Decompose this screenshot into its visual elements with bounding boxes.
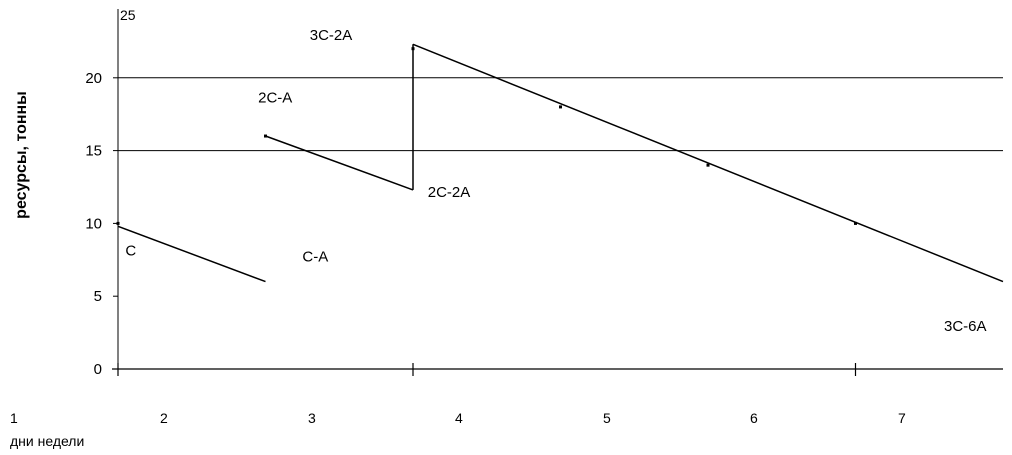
y-tick-label: 20 — [85, 70, 102, 87]
y-tick-label: 15 — [85, 143, 102, 160]
line-segment — [265, 135, 414, 191]
axes — [112, 9, 1003, 371]
y-tick-label: 5 — [94, 288, 102, 305]
annotation-label: 3C-2A — [310, 27, 353, 44]
data-markers — [116, 47, 857, 225]
x-tick-label: 7 — [898, 410, 906, 426]
x-tick-label: 4 — [455, 410, 463, 426]
x-tick-label: 1 — [10, 410, 18, 426]
data-point — [264, 134, 267, 138]
x-tick-label: 3 — [308, 410, 316, 426]
y-top-label: 25 — [120, 7, 136, 23]
data-series — [117, 43, 1004, 283]
annotations: C C-A 2C-A 2C-2A 3C-2A 3C-6A — [125, 27, 986, 335]
annotation-label: 2C-A — [258, 90, 292, 107]
data-point — [559, 105, 562, 109]
annotation-label: 3C-6A — [944, 318, 987, 335]
line-segment — [412, 43, 1004, 283]
data-point — [706, 163, 710, 167]
annotation-label: C-A — [302, 248, 328, 265]
annotation-label: 2C-2A — [428, 184, 471, 201]
line-segment — [117, 225, 266, 283]
y-tick-label: 0 — [94, 361, 102, 378]
y-axis-ticks: 0 5 10 15 20 25 — [85, 7, 135, 378]
gridlines — [118, 77, 1003, 152]
data-point — [116, 221, 120, 225]
annotation-label: C — [125, 242, 136, 259]
x-tick-label: 6 — [750, 410, 758, 426]
y-tick-label: 10 — [85, 215, 102, 232]
x-tick-label: 2 — [160, 410, 168, 426]
y-axis-title: ресурсы, тонны — [13, 91, 30, 219]
data-point — [411, 47, 415, 51]
x-axis-title: дни недели — [10, 433, 84, 449]
data-point — [854, 221, 857, 225]
x-axis-ticks: 1 2 3 4 5 6 7 — [10, 363, 906, 426]
x-tick-label: 5 — [603, 410, 611, 426]
